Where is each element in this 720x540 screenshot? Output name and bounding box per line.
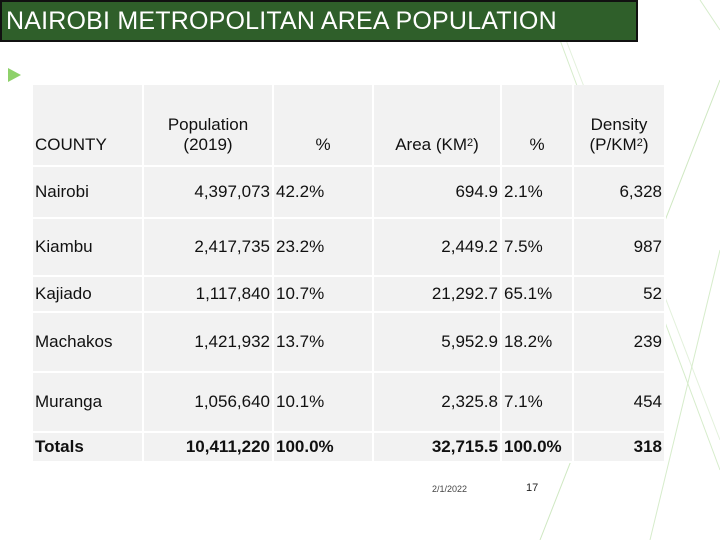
header-percent-population: % (273, 85, 374, 167)
title-bar: NAIROBI METROPOLITAN AREA POPULATION (0, 0, 638, 42)
area-cell: 2,325.8 (373, 372, 502, 433)
population-cell: 1,056,640 (143, 372, 274, 433)
county-cell: Muranga (33, 372, 144, 433)
population-cell: 1,117,840 (143, 276, 274, 313)
table-row: Muranga 1,056,640 10.1% 2,325.8 7.1% 454 (33, 372, 666, 433)
table-row: Machakos 1,421,932 13.7% 5,952.9 18.2% 2… (33, 312, 666, 373)
page-number: 17 (526, 482, 539, 494)
county-cell: Nairobi (33, 166, 144, 219)
density-cell: 6,328 (573, 166, 666, 219)
density-cell: 987 (573, 218, 666, 277)
population-cell: 10,411,220 (143, 432, 274, 463)
table-row: Kiambu 2,417,735 23.2% 2,449.2 7.5% 987 (33, 218, 666, 277)
header-percent-area: % (501, 85, 574, 167)
area-cell: 21,292.7 (373, 276, 502, 313)
density-cell: 239 (573, 312, 666, 373)
percent-area-cell: 7.5% (501, 218, 574, 277)
footer-date: 2/1/2022 (432, 484, 468, 494)
density-cell: 454 (573, 372, 666, 433)
population-cell: 4,397,073 (143, 166, 274, 219)
deco-line (649, 249, 720, 540)
county-cell: Kajiado (33, 276, 144, 313)
area-cell: 5,952.9 (373, 312, 502, 373)
population-cell: 2,417,735 (143, 218, 274, 277)
header-row: COUNTY Population (2019) % Area (KM2) % D… (33, 85, 666, 167)
header-area: Area (KM2) (373, 85, 502, 167)
population-table: COUNTY Population (2019) % Area (KM2) % D… (33, 85, 666, 463)
population-cell: 1,421,932 (143, 312, 274, 373)
table-row: Nairobi 4,397,073 42.2% 694.9 2.1% 6,328 (33, 166, 666, 219)
percent-population-cell: 10.7% (273, 276, 374, 313)
percent-area-cell: 65.1% (501, 276, 574, 313)
header-population: Population (2019) (143, 85, 274, 167)
slide-title: NAIROBI METROPOLITAN AREA POPULATION (6, 7, 557, 35)
area-cell: 694.9 (373, 166, 502, 219)
deco-line (699, 0, 720, 31)
area-cell: 2,449.2 (373, 218, 502, 277)
county-cell: Machakos (33, 312, 144, 373)
header-density: Density (P/KM2) (573, 85, 666, 167)
percent-area-cell: 7.1% (501, 372, 574, 433)
percent-area-cell: 100.0% (501, 432, 574, 463)
percent-population-cell: 100.0% (273, 432, 374, 463)
percent-population-cell: 23.2% (273, 218, 374, 277)
percent-population-cell: 13.7% (273, 312, 374, 373)
header-county: COUNTY (33, 85, 144, 167)
table-row: Kajiado 1,117,840 10.7% 21,292.7 65.1% 5… (33, 276, 666, 313)
density-cell: 318 (573, 432, 666, 463)
arrow-bullet-icon (8, 68, 21, 82)
totals-row: Totals 10,411,220 100.0% 32,715.5 100.0%… (33, 432, 666, 463)
percent-area-cell: 18.2% (501, 312, 574, 373)
area-cell: 32,715.5 (373, 432, 502, 463)
percent-area-cell: 2.1% (501, 166, 574, 219)
percent-population-cell: 42.2% (273, 166, 374, 219)
county-cell: Totals (33, 432, 144, 463)
density-cell: 52 (573, 276, 666, 313)
county-cell: Kiambu (33, 218, 144, 277)
percent-population-cell: 10.1% (273, 372, 374, 433)
